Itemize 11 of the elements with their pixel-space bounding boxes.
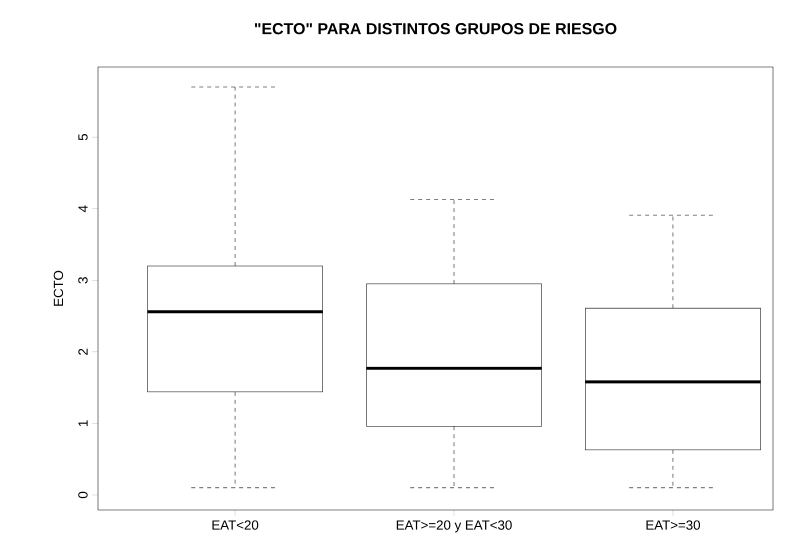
y-tick-label: 4 bbox=[78, 205, 88, 212]
y-tick-label: 0 bbox=[78, 492, 88, 498]
x-tick-label: EAT>=30 bbox=[646, 520, 700, 530]
x-tick-label: EAT<20 bbox=[212, 520, 258, 530]
chart-title: "ECTO" PARA DISTINTOS GRUPOS DE RIESGO bbox=[254, 23, 616, 34]
y-axis-title: ECTO bbox=[54, 270, 64, 306]
y-tick-label: 1 bbox=[78, 420, 88, 426]
y-tick-label: 5 bbox=[78, 134, 88, 140]
y-tick-label: 2 bbox=[78, 348, 88, 355]
x-tick-label: EAT>=20 y EAT<30 bbox=[396, 520, 512, 532]
y-tick-label: 3 bbox=[78, 277, 88, 284]
